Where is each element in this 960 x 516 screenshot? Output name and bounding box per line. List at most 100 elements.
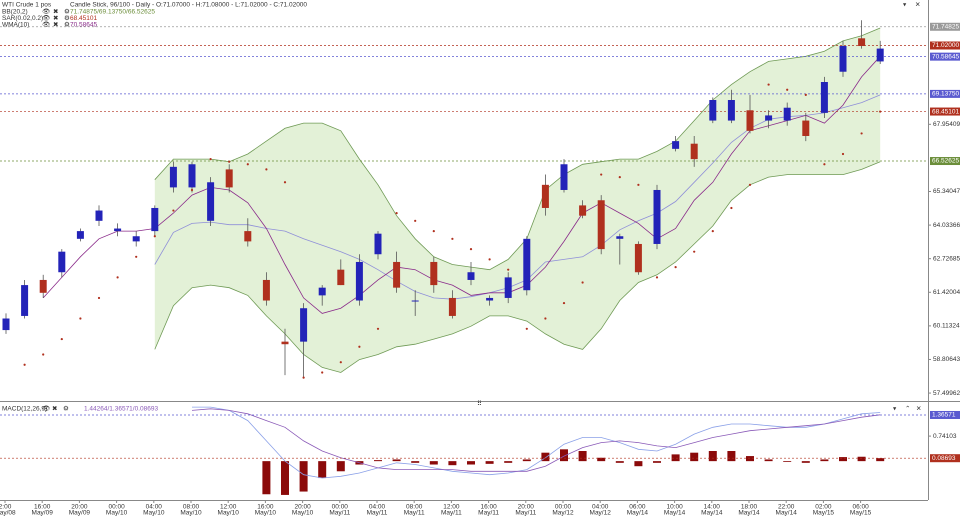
macd-histogram-bar	[281, 461, 289, 495]
x-tick-time: 16:00	[257, 504, 274, 511]
sar-dot	[246, 163, 249, 166]
sar-dot	[637, 183, 640, 186]
eye-icon[interactable]: 👁	[42, 405, 51, 413]
sar-dot	[414, 219, 417, 222]
sar-dot	[60, 337, 63, 341]
sar-dot	[655, 276, 659, 279]
macd-menu[interactable]: ▾	[893, 406, 897, 413]
candle-body	[690, 143, 698, 160]
remove-icon[interactable]: ✖	[53, 9, 59, 16]
chart-subtitle: Candle Stick, 96/100 - Daily - O:71.0700…	[70, 2, 307, 9]
candle-body	[504, 277, 512, 298]
indicator-name: SAR(0.02,0.2)	[2, 15, 43, 22]
x-tick-time: 18:00	[741, 504, 758, 511]
candle-body	[337, 269, 345, 286]
y-tick-label: 60.11324	[933, 323, 960, 330]
sar-dot	[451, 237, 454, 240]
candle-body	[858, 38, 866, 47]
sar-dot	[618, 176, 621, 179]
candle-body	[634, 243, 642, 273]
x-tick-date: May/15	[813, 510, 835, 516]
candle-body	[541, 184, 549, 208]
macd-histogram-bar	[336, 461, 345, 472]
price-tag	[930, 89, 960, 98]
x-tick-date: May/14	[776, 510, 798, 516]
settings-icon[interactable]: ⚙	[64, 8, 70, 16]
x-tick-date: May/11	[441, 510, 462, 516]
macd-histogram-bar	[411, 461, 420, 463]
macd-histogram-bar	[318, 461, 327, 479]
macd-histogram-bar	[578, 451, 587, 462]
eye-icon[interactable]: 👁	[42, 21, 51, 29]
candle-body	[672, 141, 680, 149]
macd-histogram-bar	[876, 458, 885, 462]
x-tick-date: May/09	[69, 510, 91, 516]
x-tick-time: 22:00	[778, 504, 795, 511]
candle-body	[430, 261, 438, 286]
indicator-readout: 68.45101	[70, 15, 97, 22]
sar-dot	[265, 168, 268, 171]
x-tick-time: 06:00	[852, 504, 869, 511]
macd-collapse[interactable]: ⌃	[905, 405, 910, 413]
sar-dot	[767, 83, 770, 86]
sar-dot	[190, 188, 194, 192]
candle-body	[523, 238, 531, 291]
sar-dot	[321, 371, 324, 374]
candle-body	[839, 46, 847, 72]
eye-icon[interactable]: 👁	[42, 14, 51, 22]
remove-icon[interactable]: ✖	[53, 15, 59, 22]
candle-body	[709, 100, 717, 121]
x-tick-date: May/14	[738, 510, 760, 516]
x-tick-date: May/14	[627, 510, 649, 516]
chart-menu[interactable]: ▾	[903, 2, 907, 9]
sar-dot	[823, 163, 826, 166]
candle-body	[783, 107, 791, 121]
remove-icon[interactable]: ✖	[53, 22, 59, 29]
settings-icon[interactable]: ⚙	[63, 405, 69, 413]
macd-readout: 1.44264/1.36571/0.08693	[84, 406, 158, 413]
price-tag	[930, 52, 960, 61]
candle-body	[225, 169, 233, 188]
settings-icon[interactable]: ⚙	[64, 21, 70, 29]
x-tick-date: May/09	[32, 510, 54, 516]
x-tick-time: 00:00	[555, 504, 572, 511]
macd-tag-label: 0.08693	[932, 455, 956, 462]
macd-histogram-bar	[429, 461, 438, 465]
macd-signal	[191, 408, 881, 472]
sar-dot	[693, 250, 696, 253]
sar-dot	[711, 230, 714, 233]
sar-dot	[23, 363, 26, 366]
macd-tag-label: 1.36571	[932, 412, 956, 419]
x-tick-date: May/10	[106, 510, 128, 516]
bollinger-lower	[154, 161, 881, 373]
x-tick-date: May/12	[590, 510, 612, 516]
candle-body	[39, 279, 47, 293]
sar-dot	[79, 317, 82, 320]
eye-icon[interactable]: 👁	[42, 8, 51, 16]
chart-close[interactable]: ✕	[915, 2, 920, 9]
x-tick-time: 14:00	[704, 504, 721, 511]
settings-icon[interactable]: ⚙	[64, 14, 70, 22]
x-tick-time: 2:00	[0, 504, 12, 511]
candle-body	[58, 251, 66, 273]
sar-dot	[97, 296, 101, 300]
price-tag-label: 71.02000	[932, 42, 959, 49]
candle-body	[560, 164, 568, 190]
sar-dot	[730, 206, 733, 210]
indicator-readout: 70.58645	[70, 22, 97, 29]
sar-dot	[786, 88, 789, 91]
pane-handle[interactable]: ⠿	[477, 400, 482, 408]
wma-line	[42, 56, 881, 314]
remove-icon[interactable]: ✖	[52, 406, 58, 413]
indicator-readout: 71.74875/69.13750/66.52625	[70, 9, 155, 16]
macd-close[interactable]: ✕	[916, 406, 921, 413]
sar-dot	[376, 327, 380, 330]
candle-body	[765, 115, 773, 121]
x-tick-date: May/10	[180, 510, 202, 516]
candle-body	[411, 300, 419, 302]
candle-body	[95, 210, 103, 221]
sar-dot	[748, 183, 752, 186]
price-tag-label: 68.45101	[932, 108, 959, 115]
macd-histogram-bar	[597, 457, 606, 462]
candle-body	[579, 205, 587, 216]
